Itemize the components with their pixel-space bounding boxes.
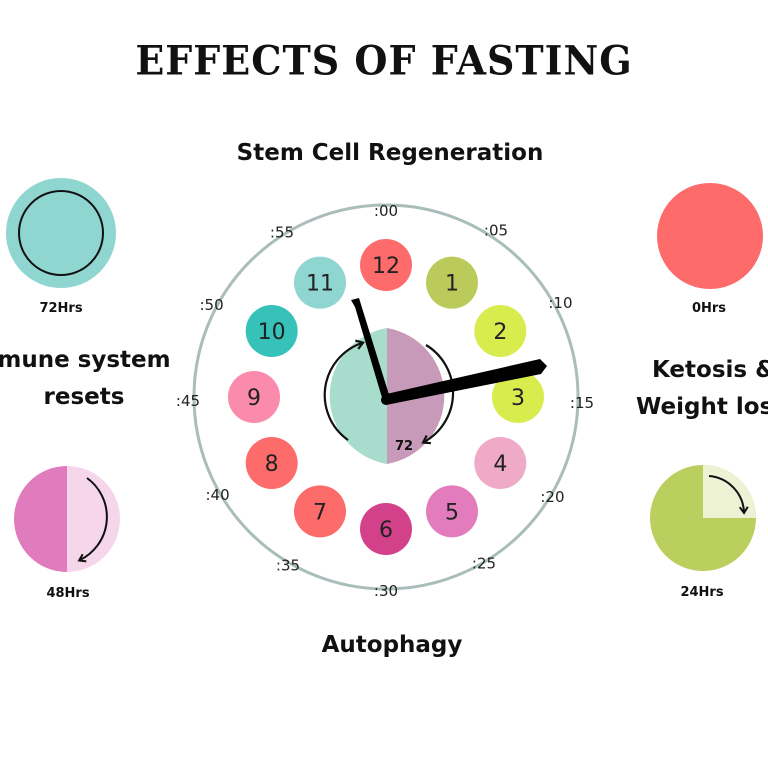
minute-label: :35 [276, 556, 300, 574]
hour-number: 5 [445, 500, 459, 525]
hour-marker: 11 :55 [270, 224, 346, 309]
minute-label: :15 [570, 394, 594, 412]
page-title: EFFECTS OF FASTING [135, 36, 633, 85]
stage-72hrs-icon [6, 178, 116, 288]
minute-label: :55 [270, 224, 294, 242]
label-ketosis: Ketosis & Weight los [636, 352, 768, 426]
minute-hand [382, 359, 547, 405]
hour-circle [360, 503, 412, 555]
hour-circle [294, 485, 346, 538]
hour-number: 2 [493, 320, 507, 345]
minute-label: :45 [176, 392, 200, 410]
hour-marker: 4 :20 [474, 437, 564, 506]
hour-marker: 3 :15 [492, 371, 594, 423]
stage-0hrs-label: 0Hrs [691, 301, 727, 316]
stage-0hrs-icon [657, 183, 763, 289]
minute-label: :25 [472, 554, 496, 572]
stage-24hrs-icon [650, 465, 756, 571]
hour-circle [474, 437, 527, 489]
hour-number: 8 [265, 452, 279, 477]
hour-circle [426, 485, 478, 538]
hour-circle [294, 256, 346, 309]
hour-number: 1 [445, 272, 459, 297]
hour-circle [228, 371, 280, 423]
label-stem-cell: Stem Cell Regeneration [236, 140, 544, 166]
stage-48hrs-label: 48Hrs [46, 586, 90, 601]
hour-marker: 7 :35 [276, 485, 346, 574]
hour-circle [360, 239, 412, 291]
hour-number: 3 [511, 386, 525, 411]
hour-marker: 1 :05 [426, 222, 508, 309]
hour-marker: 8 :40 [206, 437, 298, 504]
hour-number: 6 [379, 518, 393, 543]
label-immune-system: mune system resets [0, 342, 178, 416]
hour-circle [426, 256, 478, 309]
stage-24hrs-label: 24Hrs [680, 585, 724, 600]
minute-label: :05 [484, 222, 508, 240]
hour-number: 12 [372, 254, 400, 279]
hour-marker: 2 :10 [474, 294, 572, 357]
hour-marker: 9 :45 [176, 371, 280, 423]
clock-pivot [381, 395, 391, 405]
label-ketosis-line1: Ketosis & [652, 357, 768, 383]
hour-circle [245, 305, 298, 357]
hour-circle [245, 437, 298, 489]
hour-number: 4 [493, 452, 507, 477]
label-immune-line2: resets [43, 384, 125, 410]
label-ketosis-line2: Weight los [636, 394, 768, 420]
hour-number: 11 [306, 272, 334, 297]
hour-marker: 10 :50 [200, 296, 298, 357]
label-autophagy: Autophagy [321, 632, 463, 658]
hour-circle [492, 371, 544, 423]
hour-marker: 5 :25 [426, 485, 496, 572]
hour-marker: 12 :00 [360, 202, 412, 291]
hour-marker: 6 :30 [360, 503, 412, 600]
hour-number: 7 [313, 500, 327, 525]
minute-label: :30 [374, 582, 398, 600]
clock: 72 12 :00 1 :05 2 :10 3 :15 4 :20 5 :25 6 :30 7 :35 8 :40… [176, 202, 594, 600]
label-immune-line1: mune system [0, 347, 171, 373]
hour-number: 10 [258, 320, 286, 345]
minute-label: :40 [206, 486, 230, 504]
hour-hand [351, 298, 390, 401]
minute-label: :10 [548, 294, 572, 312]
hour-number: 9 [247, 386, 261, 411]
stage-72hrs-label: 72Hrs [39, 301, 83, 316]
clock-center-label: 72 [395, 439, 413, 454]
stage-48hrs-icon [14, 466, 120, 572]
minute-label: :20 [540, 488, 564, 506]
minute-label: :50 [200, 296, 224, 314]
minute-label: :00 [374, 202, 398, 220]
hour-circle [474, 305, 527, 357]
